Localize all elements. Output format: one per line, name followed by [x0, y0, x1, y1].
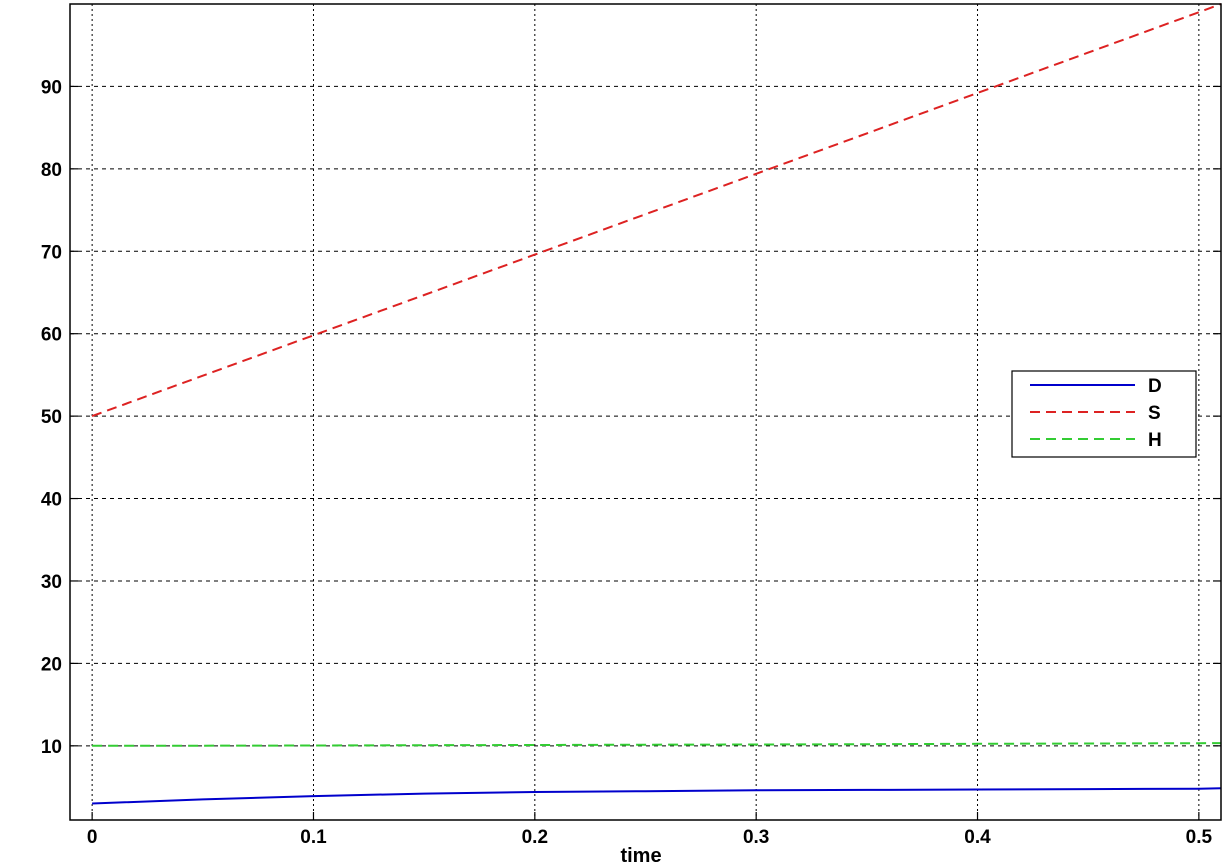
y-tick-label: 70: [41, 242, 62, 263]
x-tick-label: 0.1: [300, 827, 327, 848]
y-axis-ticks: 10 20 30 40 50 60 70 80 90: [41, 77, 1221, 758]
series-lines: [91, 3, 1222, 805]
legend-label-h: H: [1148, 430, 1162, 451]
x-tick-label: 0.3: [743, 827, 769, 848]
series-line-d: [92, 787, 1222, 805]
y-tick-label: 50: [41, 407, 62, 428]
y-tick-label: 20: [41, 654, 62, 675]
series-line-s: [91, 3, 1222, 418]
legend: DSH: [1011, 370, 1197, 458]
y-tick-label: 40: [41, 490, 62, 511]
x-tick-label: 0.4: [964, 827, 991, 848]
y-tick-label: 80: [41, 160, 62, 181]
x-tick-label: 0: [87, 827, 98, 848]
plot-frame: [69, 3, 1222, 821]
series-line-h: [92, 742, 1222, 747]
legend-box: [1011, 370, 1197, 458]
legend-label-d: D: [1148, 376, 1162, 397]
y-tick-label: 10: [41, 737, 62, 758]
legend-label-s: S: [1148, 403, 1161, 424]
grid-lines: [70, 4, 1221, 820]
x-tick-label: 0.5: [1186, 827, 1213, 848]
y-tick-label: 90: [41, 77, 62, 98]
y-tick-label: 60: [41, 325, 62, 346]
x-tick-label: 0.2: [522, 827, 548, 848]
x-axis-ticks: 0 0.1 0.2 0.3 0.4 0.5: [87, 812, 1213, 848]
y-tick-label: 30: [41, 572, 62, 593]
x-axis-label: time: [620, 845, 661, 864]
